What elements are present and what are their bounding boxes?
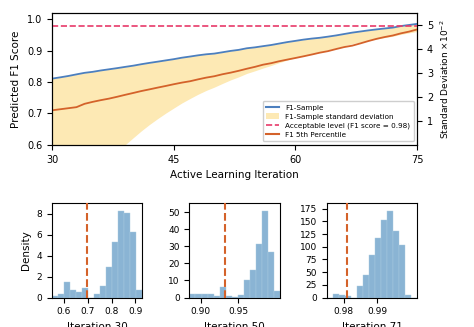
Bar (201, 294, 208, 298)
Bar (363, 275, 369, 298)
Bar (250, 270, 255, 298)
Bar (268, 252, 274, 298)
Bar (369, 255, 375, 298)
Bar (237, 295, 244, 298)
Bar (262, 211, 268, 298)
Bar (393, 231, 399, 298)
X-axis label: Iteration 30: Iteration 30 (67, 322, 128, 327)
Bar (58, 294, 64, 298)
Bar (100, 286, 106, 298)
Bar (345, 296, 351, 298)
Bar (405, 295, 411, 298)
X-axis label: Iteration 50: Iteration 50 (204, 322, 265, 327)
Bar (118, 211, 124, 298)
Bar (399, 245, 405, 298)
Bar (190, 294, 195, 298)
Bar (339, 296, 345, 298)
Bar (76, 292, 82, 298)
Bar (64, 282, 70, 298)
Bar (137, 290, 143, 298)
Bar (381, 220, 387, 298)
Bar (124, 213, 130, 298)
Bar (214, 296, 219, 298)
Bar (82, 288, 88, 298)
Y-axis label: Predicted F1 Score: Predicted F1 Score (11, 30, 21, 128)
Bar (208, 294, 214, 298)
Y-axis label: Density: Density (21, 231, 31, 270)
Bar (219, 287, 226, 298)
Bar (357, 286, 363, 298)
Bar (106, 267, 112, 298)
Bar (333, 294, 339, 298)
Bar (274, 291, 280, 298)
Bar (94, 294, 100, 298)
Bar (226, 296, 232, 298)
Bar (195, 294, 201, 298)
Legend: F1-Sample, F1-Sample standard deviation, Acceptable level (F1 score = 0.98), F1 : F1-Sample, F1-Sample standard deviation,… (263, 101, 413, 141)
Bar (232, 297, 237, 298)
X-axis label: Iteration 71: Iteration 71 (341, 322, 402, 327)
Bar (130, 232, 137, 298)
Bar (375, 238, 381, 298)
Bar (70, 290, 76, 298)
Y-axis label: Standard Deviation $\times10^{-2}$: Standard Deviation $\times10^{-2}$ (438, 19, 451, 139)
Bar (387, 211, 393, 298)
Bar (112, 242, 118, 298)
Bar (244, 280, 250, 298)
X-axis label: Active Learning Iteration: Active Learning Iteration (170, 170, 299, 180)
Bar (255, 244, 262, 298)
Bar (52, 296, 58, 298)
